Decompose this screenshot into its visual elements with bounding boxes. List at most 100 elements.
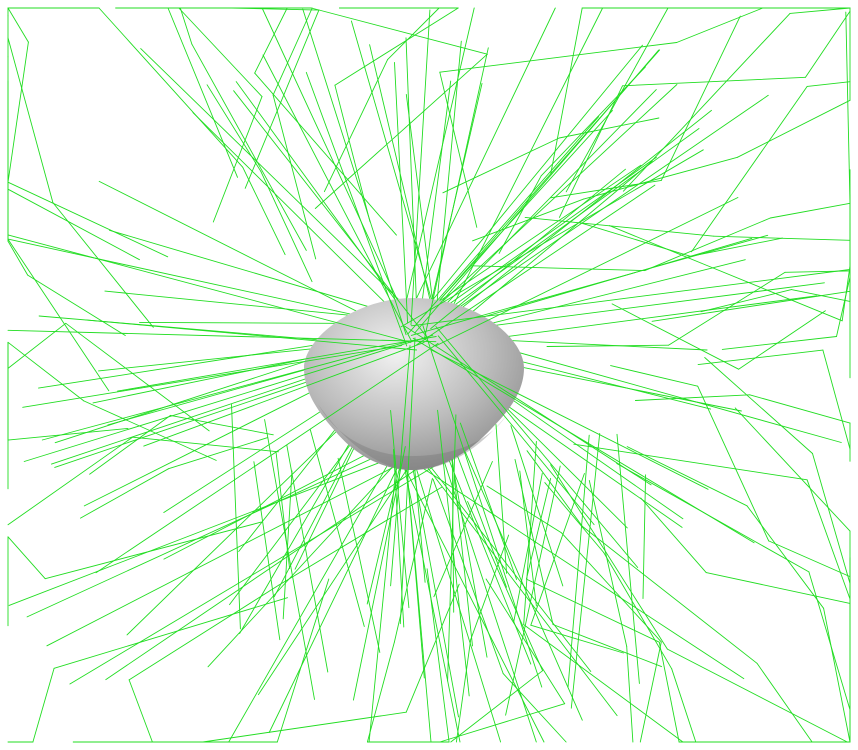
ray-segment: [129, 585, 279, 680]
ray-segment: [303, 9, 406, 335]
ray-segment: [551, 180, 662, 197]
ray-segment: [672, 669, 696, 742]
ray-segment: [809, 572, 850, 710]
ray-segment: [568, 435, 589, 687]
ray-segment: [203, 712, 406, 742]
ray-segment: [499, 176, 541, 254]
ray-segment: [739, 311, 826, 370]
ray-segment: [698, 350, 823, 365]
ray-segment: [652, 291, 850, 321]
ray-segment: [435, 41, 461, 320]
ray-segment: [627, 646, 633, 742]
ray-segment: [641, 498, 706, 573]
ray-segment: [431, 169, 626, 328]
ray-segment: [823, 350, 850, 449]
ray-segment: [255, 8, 288, 73]
ray-segment: [769, 541, 850, 577]
ray-segment: [262, 8, 415, 337]
ray-segment: [45, 522, 261, 579]
ray-segment: [8, 437, 133, 525]
ray-segment: [411, 10, 430, 325]
ray-segment: [234, 91, 428, 339]
ray-segment: [520, 471, 537, 606]
ray-segment: [515, 459, 553, 624]
ray-segment: [8, 323, 66, 368]
ray-segment: [8, 38, 53, 203]
ray-segment: [404, 8, 555, 324]
ray-segment: [440, 72, 477, 227]
ray-segment: [790, 8, 850, 13]
ray-segment: [611, 366, 698, 387]
ray-segment: [367, 642, 394, 742]
ray-segment: [129, 680, 152, 742]
hemisphere-bowl: [304, 298, 524, 470]
ray-segment: [705, 358, 813, 454]
ray-segment: [8, 42, 28, 182]
ray-segment: [574, 444, 807, 480]
ray-segment: [589, 481, 626, 647]
ray-segment: [406, 584, 459, 712]
ray-segment: [207, 85, 261, 172]
ray-segment: [276, 453, 290, 569]
ray-segment: [582, 526, 757, 663]
ray-segment: [807, 480, 850, 599]
ray-segment: [677, 8, 763, 43]
ray-segment: [609, 226, 701, 263]
ray-segment: [273, 95, 316, 259]
ray-segment: [180, 8, 192, 44]
ray-segment: [623, 77, 806, 86]
ray-segment: [747, 506, 824, 609]
ray-segment: [468, 502, 543, 671]
ray-segment: [661, 16, 740, 180]
ray-segment: [813, 454, 851, 584]
ray-segment: [635, 395, 749, 401]
ray-segment: [757, 663, 812, 742]
ray-segment: [315, 54, 487, 208]
ray-segment: [406, 38, 417, 327]
ray-segment: [640, 642, 661, 742]
ray-segment: [750, 395, 850, 423]
ray-segment: [261, 171, 312, 281]
ray-segment: [837, 277, 851, 336]
ray-segment: [236, 82, 417, 330]
ray-segment: [255, 73, 397, 235]
ray-segment: [395, 63, 408, 323]
ray-segment: [473, 199, 584, 241]
ray-segment: [553, 625, 662, 667]
ray-segment: [722, 337, 836, 350]
ray-segment: [287, 445, 328, 672]
ray-segment: [99, 8, 243, 167]
ray-segment: [335, 85, 370, 222]
ray-segment: [269, 444, 409, 733]
ray-segment: [8, 239, 109, 391]
ray-segment: [737, 100, 850, 157]
ray-segment: [8, 189, 140, 260]
ray-segment: [388, 8, 440, 60]
ray-segment: [8, 235, 411, 343]
ray-segment: [408, 117, 599, 334]
ray-segment: [133, 437, 279, 452]
ray-segment: [53, 203, 153, 328]
ray-segment: [245, 10, 319, 188]
ray-segment: [8, 241, 28, 275]
ray-segment: [306, 72, 406, 346]
ray-segment: [566, 8, 668, 192]
ray-segment: [514, 473, 543, 622]
ray-segment: [545, 483, 604, 553]
ray-segment: [807, 82, 850, 87]
ray-segment: [28, 275, 126, 335]
ray-segment: [706, 573, 850, 604]
ray-segment: [33, 668, 54, 742]
ray-segment: [370, 45, 438, 331]
ray-segment: [846, 12, 850, 203]
ray-segment: [770, 203, 850, 218]
ray-segment: [669, 272, 786, 345]
ray-segment: [8, 342, 84, 401]
ray-segment: [141, 49, 433, 333]
ray-segment: [806, 11, 851, 77]
ray-segment: [429, 416, 536, 742]
ray-segment: [524, 441, 537, 624]
ray-segment: [277, 579, 329, 742]
ray-segment: [192, 44, 306, 250]
